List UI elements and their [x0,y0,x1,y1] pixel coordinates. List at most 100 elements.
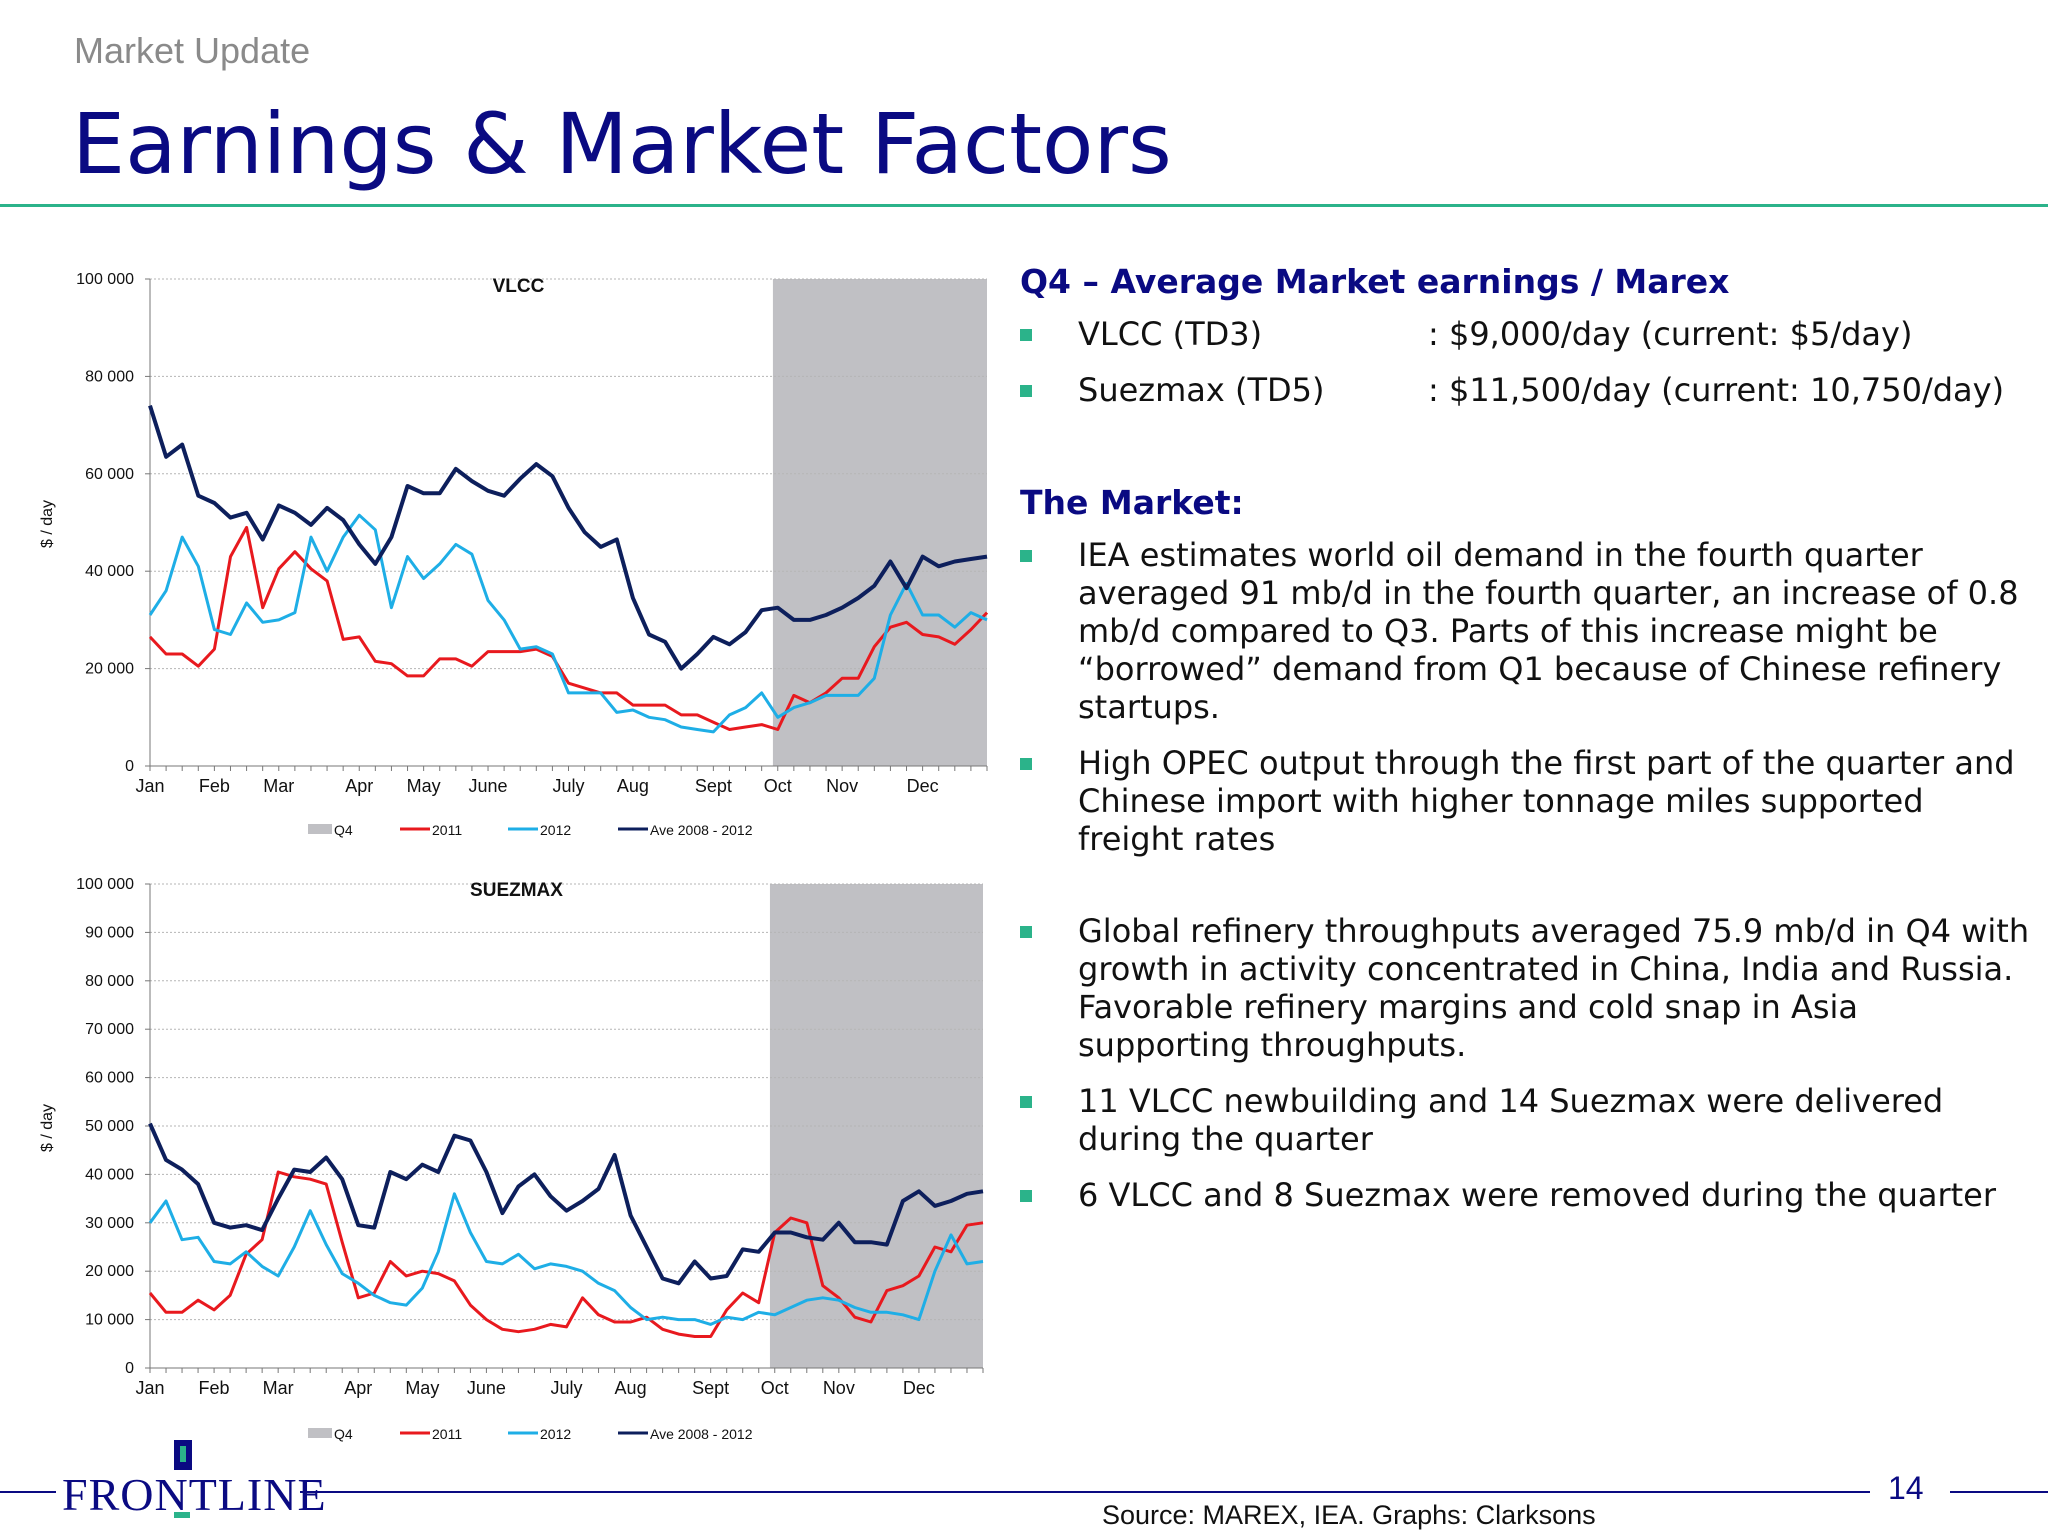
y-tick-label: 0 [125,1360,134,1377]
market-bullet-text: Global refinery throughputs averaged 75.… [1078,912,2030,1064]
y-tick-label: 90 000 [85,924,134,941]
series-line-ave-2008-2012 [148,1122,984,1286]
earnings-label: VLCC (TD3) [1078,315,1263,353]
x-month-label: June [468,776,507,796]
y-tick-label: 20 000 [85,1263,134,1280]
earnings-heading: Q4 – Average Market earnings / Marex [1020,262,1730,301]
y-tick-label: 70 000 [85,1021,134,1038]
bullet-square-icon [1020,385,1032,397]
logo-flag-icon [174,1440,192,1470]
y-tick-label: 30 000 [85,1215,134,1232]
market-bullet-text: 6 VLCC and 8 Suezmax were removed during… [1078,1176,1996,1214]
bullet-square-icon [1020,1190,1032,1202]
bullet-square-icon [1020,550,1032,562]
vlcc-chart: 0 20 000 40 000 60 000 80 000 100 000 Jan Feb Ma… [0,262,1000,862]
x-month-label: Sept [692,1378,729,1398]
legend-label: 2012 [540,822,571,838]
y-axis-label: $ / day [39,500,56,548]
bullet-square-icon [1020,1096,1032,1108]
x-month-label: Dec [903,1378,935,1398]
market-bullet-text: High OPEC output through the first part … [1078,744,2015,858]
legend-label: 2011 [432,1426,462,1442]
legend-label: Q4 [334,822,353,838]
market-bullet: 6 VLCC and 8 Suezmax were removed during… [1020,1176,2030,1214]
y-tick-label: 60 000 [85,466,134,483]
legend-label: 2012 [540,1426,571,1442]
series-line-2012 [148,513,988,734]
x-month-label: Mar [263,1378,294,1398]
y-tick-label: 100 000 [76,876,134,893]
x-month-label: Feb [199,776,230,796]
logo-text: FRONTLINE [62,1469,327,1520]
y-tick-label: 20 000 [85,661,134,678]
market-bullet-text: IEA estimates world oil demand in the fo… [1078,536,2019,726]
chart-title: SUEZMAX [470,880,563,901]
q4-shaded-region [772,279,987,766]
y-tick-label: 50 000 [85,1118,134,1135]
y-tick-label: 80 000 [85,368,134,385]
bullet-square-icon [1020,329,1032,341]
x-month-label: Jan [135,776,164,796]
footer-rule [300,1491,1870,1493]
y-axis-label: $ / day [39,1104,56,1152]
x-month-label: June [467,1378,506,1398]
y-tick-label: 80 000 [85,973,134,990]
x-month-label: Mar [263,776,294,796]
y-tick-label: 60 000 [85,1070,134,1087]
bullet-square-icon [1020,926,1032,938]
y-tick-label: 100 000 [76,271,134,288]
market-bullet: IEA estimates world oil demand in the fo… [1020,536,2030,726]
suezmax-chart: 0 10 000 20 000 30 000 40 000 50 000 60 000 70 … [0,866,1000,1466]
legend-label: Ave 2008 - 2012 [650,1426,753,1442]
x-month-label: Oct [761,1378,789,1398]
x-month-label: Jan [135,1378,164,1398]
page-title: Earnings & Market Factors [72,95,1172,193]
logo-accent-bar [174,1512,190,1518]
legend-swatch-q4 [308,824,332,834]
section-subtitle: Market Update [74,30,311,71]
market-heading: The Market: [1020,483,1244,522]
series-line-2011 [148,525,989,731]
market-bullet: 11 VLCC newbuilding and 14 Suezmax were … [1020,1082,2030,1158]
x-month-label: Aug [615,1378,647,1398]
x-month-label: Aug [617,776,649,796]
x-month-label: May [407,776,441,796]
y-tick-label: 40 000 [85,1166,134,1183]
legend-swatch-q4 [308,1428,332,1438]
source-note: Source: MAREX, IEA. Graphs: Clarksons [1102,1500,1596,1530]
x-month-label: July [550,1378,582,1398]
title-divider [0,204,2048,207]
x-month-label: Apr [345,776,373,796]
footer-rule [1950,1491,2048,1493]
chart-title: VLCC [493,276,545,297]
x-month-label: May [405,1378,439,1398]
earnings-value: : $11,500/day (current: 10,750/day) [1428,371,2005,409]
x-month-label: Feb [199,1378,230,1398]
earnings-item-vlcc: VLCC (TD3) : $9,000/day (current: $5/day… [1020,315,2030,353]
x-month-label: Sept [695,776,732,796]
earnings-label: Suezmax (TD5) [1078,371,1325,409]
suezmax-chart-svg: 0 10 000 20 000 30 000 40 000 50 000 60 000 70 … [39,876,984,1442]
page-number: 14 [1888,1470,1924,1506]
footer-rule [0,1491,56,1493]
frontline-logo: FRONTLINE [62,1440,326,1520]
market-bullet: Global refinery throughputs averaged 75.… [1020,912,2030,1064]
legend-label: Ave 2008 - 2012 [650,822,753,838]
x-month-label: July [552,776,584,796]
legend-label: Q4 [334,1426,353,1442]
market-bullet-text: 11 VLCC newbuilding and 14 Suezmax were … [1078,1082,1944,1158]
vlcc-chart-svg: 0 20 000 40 000 60 000 80 000 100 000 Jan Feb Ma… [39,271,989,838]
x-month-label: Nov [823,1378,855,1398]
bullet-square-icon [1020,758,1032,770]
x-month-label: Nov [826,776,858,796]
earnings-value: : $9,000/day (current: $5/day) [1428,315,1913,353]
earnings-item-suezmax: Suezmax (TD5) : $11,500/day (current: 10… [1020,371,2030,409]
series-line-2012 [148,1192,984,1326]
y-tick-label: 0 [125,758,134,775]
right-panel: Q4 – Average Market earnings / Marex VLC… [1020,262,2030,1214]
x-month-label: Apr [344,1378,372,1398]
series-line-ave-2008-2012 [148,405,988,671]
market-bullet: High OPEC output through the first part … [1020,744,2030,858]
x-month-label: Dec [907,776,939,796]
y-tick-label: 10 000 [85,1312,134,1329]
